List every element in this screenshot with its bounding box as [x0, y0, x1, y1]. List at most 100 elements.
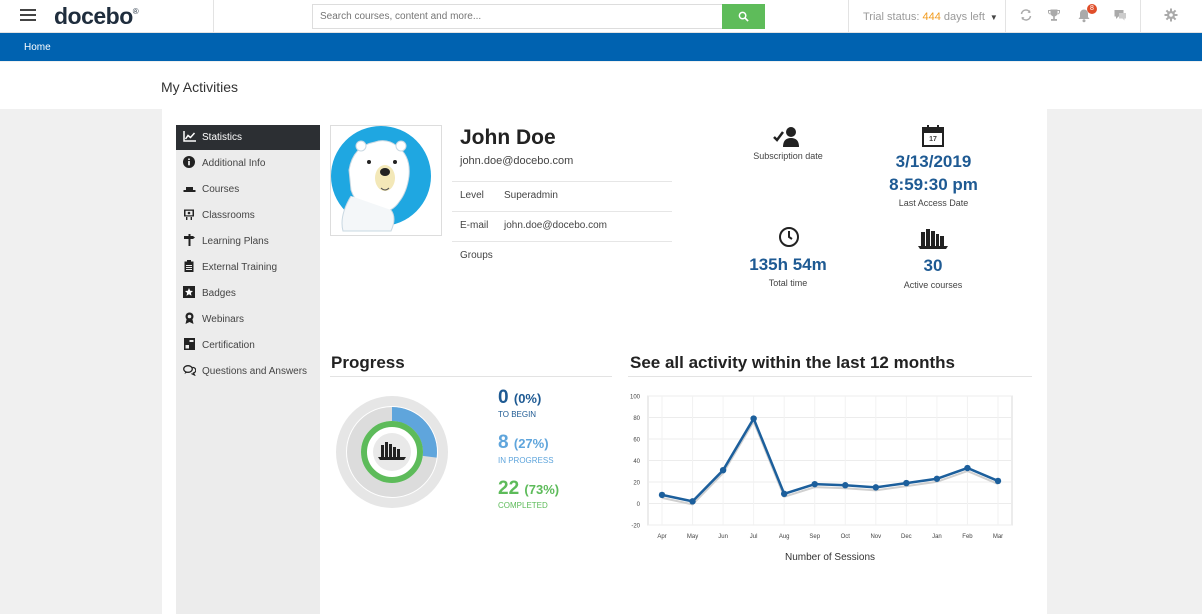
- logo-text: docebo: [54, 3, 133, 29]
- x-tick-label: Feb: [962, 534, 973, 540]
- total-time-value: 135h 54m: [749, 255, 827, 274]
- data-point[interactable]: [964, 464, 971, 472]
- sidebar-item-certification[interactable]: Certification: [176, 333, 320, 358]
- activity-line-chart: -20 0 20 40 60 80 100 Apr May Jun Jul Aug Sep Oct Nov…: [630, 395, 1013, 563]
- progress-title: Progress: [331, 353, 405, 372]
- search-icon: [738, 11, 749, 22]
- in-progress-pct: (27%): [513, 436, 549, 451]
- y-tick-label: 40: [633, 459, 640, 465]
- last-access-label: Last Access Date: [898, 198, 969, 208]
- divider: [1140, 0, 1141, 33]
- sidebar-item-courses[interactable]: Courses: [176, 177, 320, 202]
- x-tick-label: Apr: [657, 534, 666, 540]
- completed-pct: (73%): [524, 482, 560, 497]
- sidebar-item-statistics[interactable]: Statistics: [176, 125, 320, 150]
- x-tick-label: Mar: [993, 534, 1003, 540]
- sidebar-item-questions-and-answers[interactable]: Questions and Answers: [176, 359, 320, 393]
- data-point[interactable]: [842, 482, 849, 489]
- level-label: Level: [460, 190, 484, 201]
- y-tick-label: 80: [633, 416, 640, 422]
- x-tick-label: Aug: [779, 534, 790, 540]
- bell-icon[interactable]: [1075, 8, 1093, 26]
- sidebar: Statistics Additional Info Courses Class…: [176, 125, 320, 614]
- active-courses-label: Active courses: [903, 280, 963, 290]
- data-point[interactable]: [994, 477, 1002, 485]
- to-begin-pct: (0%): [513, 391, 542, 406]
- avatar: [330, 125, 442, 236]
- divider: [628, 376, 1032, 377]
- sidebar-item-webinars[interactable]: Webinars: [176, 307, 320, 332]
- trial-status[interactable]: Trial status: 444 days left ▼: [863, 11, 998, 23]
- data-point[interactable]: [811, 480, 818, 488]
- to-begin-label: TO BEGIN: [498, 410, 537, 419]
- data-point[interactable]: [780, 490, 788, 498]
- classroom-icon: [176, 209, 202, 223]
- content-margin: [6, 109, 162, 614]
- books-icon: [378, 442, 406, 460]
- y-tick-label: -20: [631, 524, 640, 530]
- calendar-day: 17: [929, 136, 937, 143]
- data-point[interactable]: [750, 415, 757, 422]
- trial-prefix: Trial status:: [863, 11, 923, 23]
- y-tick-label: 0: [637, 502, 641, 508]
- y-tick-label: 60: [633, 438, 640, 444]
- sidebar-item-badges[interactable]: Badges: [176, 281, 320, 306]
- search-input[interactable]: [312, 4, 722, 29]
- gear-icon[interactable]: [1162, 8, 1180, 26]
- calendar-icon: [921, 124, 945, 153]
- x-axis-label: Number of Sessions: [785, 552, 875, 563]
- badge-icon: [176, 286, 202, 301]
- in-progress-label: IN PROGRESS: [498, 456, 554, 465]
- last-access-time: 8:59:30 pm: [889, 175, 978, 194]
- x-tick-label: Dec: [901, 534, 912, 540]
- sidebar-item-additional-info[interactable]: Additional Info: [176, 151, 320, 176]
- sidebar-item-label: Classrooms: [202, 210, 255, 221]
- in-progress-value: 8 (27%): [498, 432, 549, 454]
- sidebar-item-label: External Training: [202, 262, 278, 273]
- sync-icon[interactable]: [1017, 8, 1035, 26]
- trial-days: 444: [922, 11, 941, 23]
- data-point[interactable]: [903, 479, 910, 487]
- breadcrumb-home[interactable]: Home: [24, 42, 51, 53]
- series-line-shadow: [661, 419, 999, 506]
- data-point[interactable]: [872, 484, 880, 491]
- profile-email: john.doe@docebo.com: [460, 155, 574, 167]
- search-button[interactable]: [722, 4, 765, 29]
- profile-email-row: E-mail john.doe@docebo.com: [452, 211, 672, 241]
- to-begin-value: 0 (0%): [498, 387, 541, 409]
- profile-groups-row: Groups: [452, 241, 672, 271]
- page-header: My Activities: [0, 62, 1202, 109]
- data-point[interactable]: [719, 466, 727, 474]
- sidebar-item-classrooms[interactable]: Classrooms: [176, 203, 320, 228]
- signpost-icon: [176, 234, 202, 249]
- graduation-cap-icon: [176, 184, 202, 196]
- completed-count: 22: [498, 478, 520, 499]
- sidebar-item-label: Learning Plans: [202, 236, 269, 247]
- in-progress-count: 8: [498, 432, 509, 453]
- total-time-label: Total time: [768, 278, 808, 288]
- top-bar: docebo® Trial status: 444 days left ▼ 8: [0, 0, 1202, 33]
- divider: [848, 0, 849, 33]
- info-icon: [176, 156, 202, 171]
- sidebar-item-label: Badges: [202, 288, 236, 299]
- groups-label: Groups: [460, 250, 493, 261]
- data-point[interactable]: [689, 498, 696, 505]
- data-point[interactable]: [933, 475, 941, 482]
- divider: [213, 0, 214, 33]
- sidebar-item-external-training[interactable]: External Training: [176, 255, 320, 280]
- chat-icon[interactable]: [1111, 8, 1129, 26]
- level-value: Superadmin: [504, 190, 558, 201]
- menu-icon[interactable]: [20, 9, 36, 23]
- x-tick-label: Jun: [718, 534, 728, 540]
- clipboard-icon: [176, 260, 202, 275]
- y-tick-label: 20: [633, 481, 640, 487]
- sidebar-item-learning-plans[interactable]: Learning Plans: [176, 229, 320, 254]
- y-tick-label: 100: [630, 395, 641, 401]
- email-label: E-mail: [460, 220, 489, 231]
- docebo-logo[interactable]: docebo®: [54, 3, 139, 30]
- trophy-icon[interactable]: [1045, 8, 1063, 26]
- data-point[interactable]: [658, 491, 666, 499]
- x-tick-label: Oct: [841, 534, 851, 540]
- completed-label: COMPLETED: [498, 501, 548, 510]
- page-title: My Activities: [161, 79, 239, 95]
